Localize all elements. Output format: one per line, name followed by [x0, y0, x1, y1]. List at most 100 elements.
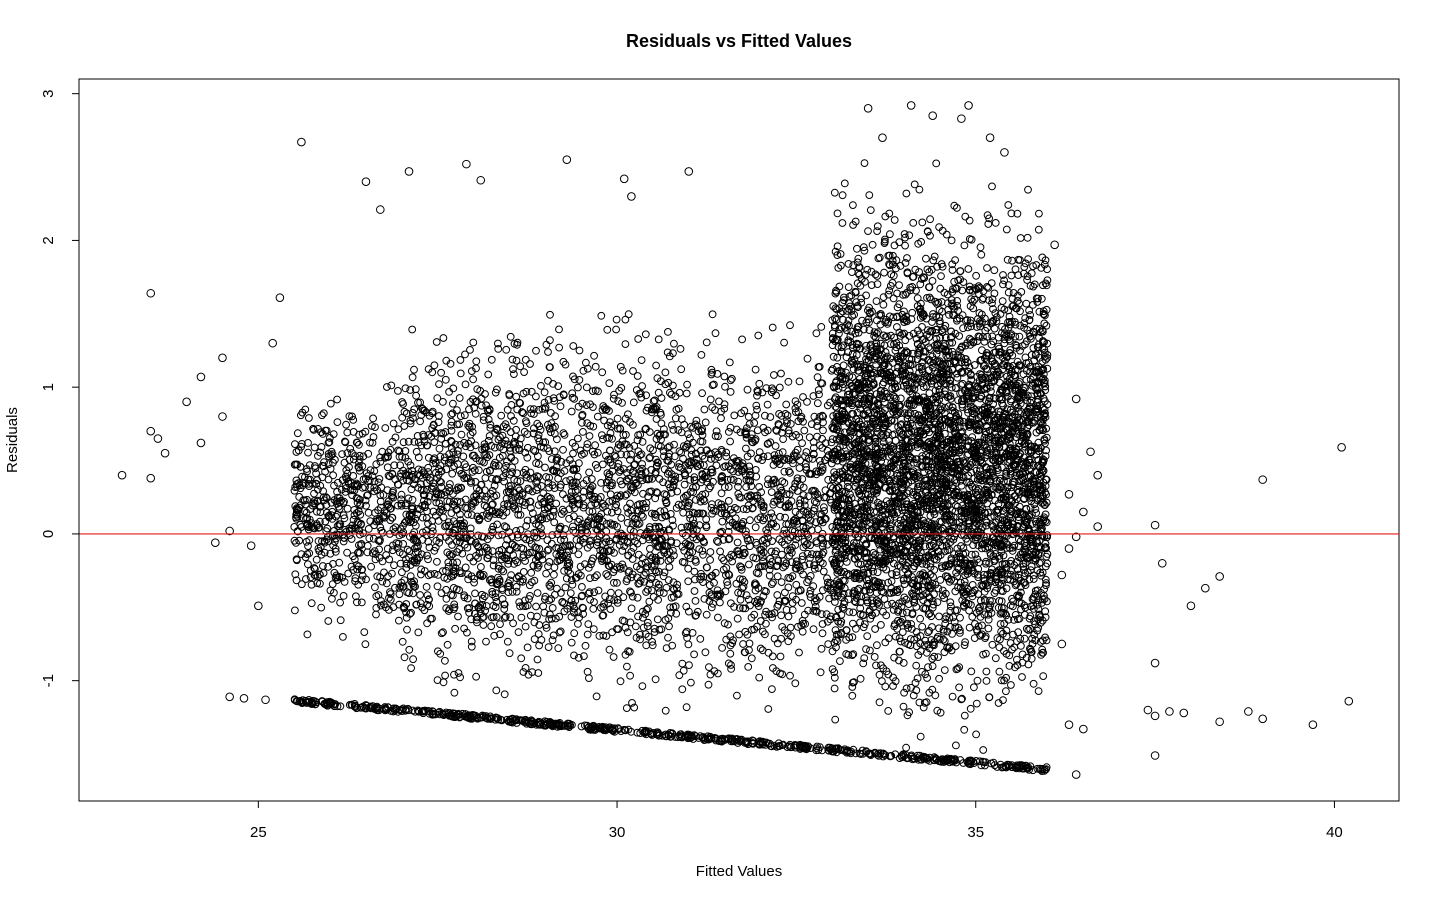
- data-point: [508, 468, 516, 477]
- data-point: [592, 692, 601, 701]
- data-point: [773, 591, 782, 599]
- data-point: [722, 448, 731, 457]
- data-point: [455, 466, 464, 475]
- data-point: [418, 501, 427, 510]
- data-point: [532, 346, 540, 355]
- data-point: [804, 510, 813, 519]
- data-point: [704, 680, 713, 689]
- data-point: [819, 412, 827, 421]
- data-point: [491, 462, 500, 470]
- data-point: [765, 523, 773, 532]
- data-point: [653, 615, 662, 624]
- data-point: [546, 363, 554, 372]
- data-point: [671, 472, 680, 481]
- data-point: [472, 357, 481, 366]
- data-point: [533, 472, 541, 481]
- data-point: [563, 562, 572, 571]
- data-point: [736, 575, 744, 584]
- data-point: [497, 555, 506, 564]
- data-point: [811, 602, 820, 611]
- data-point: [670, 440, 678, 449]
- data-point: [460, 438, 469, 447]
- data-point: [988, 182, 996, 191]
- data-point: [821, 514, 830, 523]
- data-point: [669, 426, 678, 434]
- data-point: [398, 568, 406, 577]
- data-point: [452, 585, 461, 594]
- data-point: [684, 577, 693, 586]
- data-point: [800, 537, 809, 546]
- data-point: [717, 489, 726, 498]
- data-point: [802, 448, 811, 456]
- data-point: [574, 550, 583, 559]
- data-point: [669, 381, 677, 390]
- data-point: [586, 490, 595, 499]
- data-point: [647, 555, 656, 564]
- data-point: [456, 510, 464, 519]
- data-point: [654, 583, 663, 592]
- data-point: [537, 636, 546, 644]
- data-point: [554, 644, 563, 653]
- data-point: [749, 553, 758, 562]
- data-point: [736, 595, 745, 604]
- data-point: [510, 488, 519, 497]
- data-point: [878, 429, 887, 438]
- data-point: [976, 243, 985, 252]
- data-point: [706, 548, 715, 556]
- data-point: [665, 547, 674, 556]
- data-point: [479, 621, 488, 629]
- data-point: [762, 384, 771, 393]
- data-point: [815, 390, 823, 399]
- data-point: [812, 470, 821, 479]
- data-point: [745, 420, 754, 428]
- data-point: [437, 467, 446, 476]
- data-point: [650, 628, 659, 636]
- data-point: [784, 536, 792, 544]
- data-point: [402, 409, 411, 418]
- data-point: [441, 671, 450, 680]
- data-point: [547, 595, 555, 603]
- data-point: [813, 539, 821, 547]
- data-point: [637, 356, 646, 365]
- data-point: [410, 577, 419, 586]
- data-point: [505, 649, 514, 658]
- data-point: [634, 550, 643, 559]
- data-point: [699, 461, 708, 470]
- data-point: [720, 509, 729, 518]
- data-point: [535, 551, 544, 560]
- data-point: [812, 498, 821, 507]
- data-point: [594, 515, 602, 524]
- data-point: [831, 715, 840, 724]
- data-point: [485, 467, 494, 475]
- data-point: [862, 645, 870, 653]
- data-point: [457, 430, 466, 439]
- data-point: [696, 635, 705, 643]
- data-point: [521, 498, 530, 507]
- data-point: [559, 531, 568, 540]
- data-point: [573, 472, 582, 481]
- data-point: [634, 447, 643, 456]
- data-point: [414, 453, 423, 462]
- data-point: [448, 550, 457, 558]
- data-point: [565, 514, 573, 523]
- data-point: [418, 474, 427, 482]
- data-point: [613, 507, 622, 516]
- data-point: [574, 434, 582, 443]
- data-point: [451, 624, 460, 633]
- data-point: [437, 434, 446, 443]
- data-point: [778, 670, 787, 679]
- data-point: [408, 325, 417, 334]
- data-point: [653, 429, 662, 438]
- data-point: [454, 532, 463, 541]
- data-point: [651, 538, 660, 547]
- data-point: [750, 625, 759, 634]
- data-point: [670, 452, 679, 461]
- data-point: [665, 622, 673, 631]
- data-point: [578, 591, 587, 600]
- data-point: [814, 386, 823, 394]
- data-point: [450, 688, 459, 697]
- data-point: [492, 491, 501, 500]
- data-point: [547, 539, 556, 548]
- data-point: [636, 430, 645, 439]
- data-point: [404, 457, 413, 466]
